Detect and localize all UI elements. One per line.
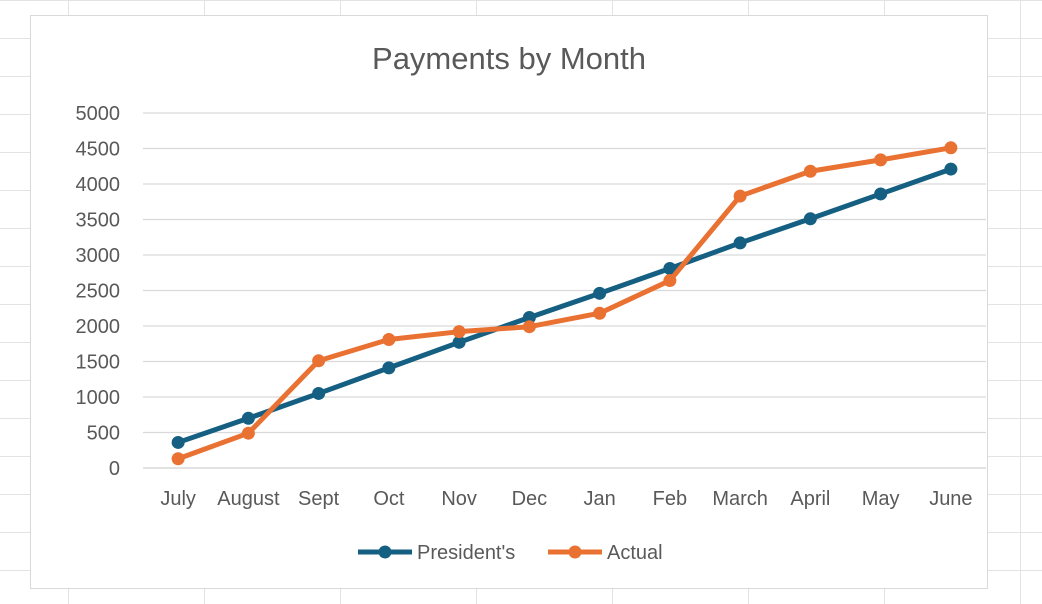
gridlines bbox=[143, 112, 986, 469]
data-point[interactable] bbox=[312, 386, 326, 400]
data-point[interactable] bbox=[663, 274, 677, 288]
data-point[interactable] bbox=[874, 187, 888, 201]
y-tick-label: 2500 bbox=[76, 281, 121, 303]
data-point[interactable] bbox=[663, 261, 677, 275]
x-tick-label: Sept bbox=[298, 488, 340, 510]
y-tick-label: 1500 bbox=[76, 352, 121, 374]
data-point[interactable] bbox=[382, 361, 396, 375]
data-point[interactable] bbox=[241, 426, 255, 440]
legend-item[interactable]: President's bbox=[358, 542, 515, 564]
data-point[interactable] bbox=[593, 306, 607, 320]
series-group[interactable] bbox=[171, 141, 958, 466]
data-point[interactable] bbox=[944, 162, 958, 176]
legend-swatch-marker bbox=[568, 545, 582, 559]
series-line[interactable] bbox=[175, 145, 954, 462]
data-point[interactable] bbox=[382, 332, 396, 346]
x-tick-label: Dec bbox=[512, 488, 548, 510]
data-point[interactable] bbox=[241, 411, 255, 425]
data-point[interactable] bbox=[733, 189, 747, 203]
data-point[interactable] bbox=[803, 212, 817, 226]
legend-swatch-marker bbox=[378, 545, 392, 559]
legend-item[interactable]: Actual bbox=[548, 542, 663, 564]
y-tick-label: 4000 bbox=[76, 174, 121, 196]
data-point[interactable] bbox=[803, 164, 817, 178]
data-point[interactable] bbox=[874, 153, 888, 167]
data-point[interactable] bbox=[593, 286, 607, 300]
data-point[interactable] bbox=[452, 335, 466, 349]
data-point[interactable] bbox=[944, 141, 958, 155]
data-point[interactable] bbox=[171, 435, 185, 449]
chart-title[interactable]: Payments by Month bbox=[372, 41, 646, 76]
y-tick-label: 3000 bbox=[76, 245, 121, 267]
x-tick-label: April bbox=[790, 488, 830, 510]
series-0[interactable] bbox=[171, 162, 958, 449]
x-tick-label: Jan bbox=[584, 488, 616, 510]
x-tick-label: Oct bbox=[373, 488, 405, 510]
data-point[interactable] bbox=[452, 325, 466, 339]
x-tick-label: March bbox=[712, 488, 768, 510]
legend-label: President's bbox=[417, 542, 515, 564]
series-1[interactable] bbox=[171, 141, 958, 466]
x-tick-label: May bbox=[862, 488, 900, 510]
x-tick-label: Nov bbox=[441, 488, 477, 510]
x-tick-label: August bbox=[217, 488, 280, 510]
data-point[interactable] bbox=[171, 452, 185, 466]
x-axis-ticks: July August Sept Oct Nov Dec Jan Feb March April M… bbox=[160, 488, 972, 510]
y-tick-label: 0 bbox=[109, 458, 120, 480]
legend[interactable]: President's Actual bbox=[358, 542, 663, 564]
y-tick-label: 4500 bbox=[76, 139, 121, 161]
series-line[interactable] bbox=[175, 166, 954, 445]
data-point[interactable] bbox=[522, 310, 536, 324]
data-point[interactable] bbox=[312, 354, 326, 368]
data-point[interactable] bbox=[733, 236, 747, 250]
y-tick-label: 1000 bbox=[76, 387, 121, 409]
y-tick-label: 3500 bbox=[76, 210, 121, 232]
legend-label: Actual bbox=[607, 542, 663, 564]
chart-area[interactable] bbox=[30, 15, 988, 589]
y-tick-label: 2000 bbox=[76, 316, 121, 338]
x-tick-label: July bbox=[160, 488, 196, 510]
y-tick-label: 500 bbox=[87, 423, 120, 445]
x-tick-label: Feb bbox=[653, 488, 687, 510]
y-axis-ticks: 0 500 1000 1500 2000 2500 3000 3500 4000 4500 5000 bbox=[76, 103, 121, 480]
y-tick-label: 5000 bbox=[76, 103, 121, 125]
data-point[interactable] bbox=[522, 320, 536, 334]
x-tick-label: June bbox=[929, 488, 972, 510]
